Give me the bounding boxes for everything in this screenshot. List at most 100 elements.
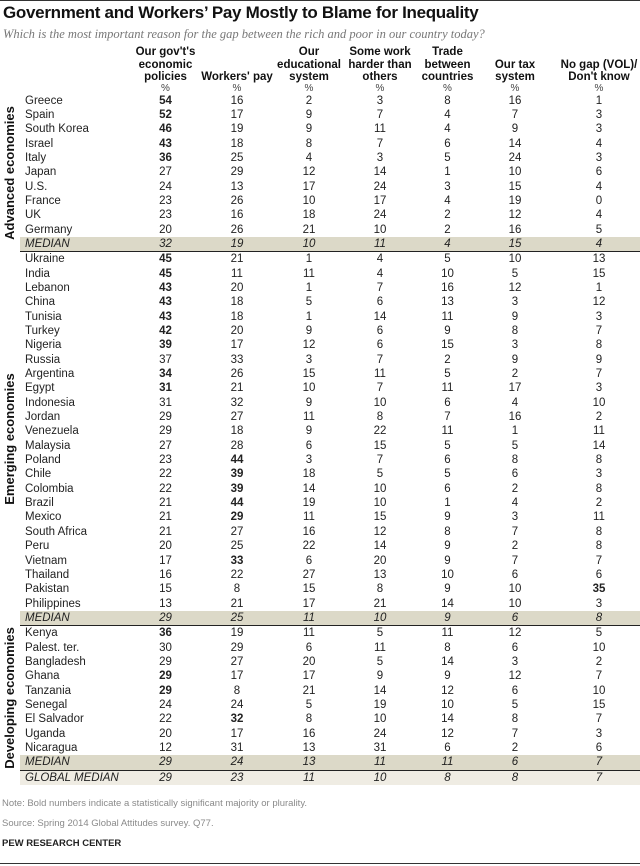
- value-cell: 3: [376, 94, 384, 107]
- median-row: MEDIAN 32 19 10 11 4 15 4: [0, 236, 640, 253]
- value-cell: 15: [441, 339, 454, 352]
- table-row: Nigeria 39 17 12 6 15 3 8: [0, 338, 640, 352]
- value-cell: 14: [441, 713, 454, 726]
- value-cell: 6: [595, 166, 603, 179]
- value-cell: 44: [230, 497, 244, 510]
- value-cell: 24: [373, 180, 387, 193]
- global-median-row: GLOBAL MEDIAN 29 23 11 10 8 8 7: [0, 770, 640, 785]
- value-cell: 22: [159, 468, 172, 481]
- value-cell: 6: [444, 741, 451, 754]
- value-cell: 27: [159, 439, 172, 452]
- value-cell: 32: [230, 713, 244, 726]
- table-row: Japan 27 29 12 14 1 10 6: [0, 165, 640, 179]
- table-row: Egypt 31 21 10 7 11 17 3: [0, 381, 640, 395]
- value-cell: 18: [230, 296, 244, 309]
- value-cell: 5: [444, 468, 451, 481]
- value-cell: 6: [305, 641, 313, 654]
- country-name: Indonesia: [25, 396, 75, 409]
- country-name: Turkey: [25, 325, 60, 337]
- value-cell: 16: [441, 281, 454, 294]
- median-value: 4: [415, 236, 480, 253]
- country-name: Peru: [25, 540, 50, 553]
- median-value: 11: [273, 610, 345, 627]
- value-cell: 21: [159, 525, 172, 538]
- table-row: Palest. ter. 30 29 6 11 8 6 10: [0, 641, 640, 655]
- value-cell: 2: [511, 741, 519, 754]
- table-row: Uganda 20 17 16 24 12 7 3: [0, 727, 640, 741]
- value-cell: 7: [376, 137, 384, 150]
- subtitle: Which is the most important reason for t…: [3, 27, 485, 41]
- value-cell: 45: [159, 267, 172, 280]
- value-cell: 24: [230, 698, 244, 711]
- value-cell: 11: [374, 123, 386, 136]
- value-cell: 12: [508, 209, 522, 222]
- value-cell: 6: [305, 554, 313, 567]
- value-cell: 10: [508, 583, 522, 596]
- value-cell: 13: [592, 253, 606, 266]
- top-rule: [0, 0, 640, 1]
- value-cell: 29: [159, 670, 172, 683]
- value-cell: 12: [159, 741, 172, 754]
- note: Note: Bold numbers indicate a statistica…: [2, 798, 308, 809]
- country-name: China: [25, 296, 56, 309]
- value-cell: 43: [159, 296, 172, 309]
- value-cell: 10: [373, 497, 387, 510]
- value-cell: 9: [511, 353, 519, 366]
- value-cell: 4: [511, 396, 519, 409]
- value-cell: 10: [302, 194, 316, 207]
- value-cell: 4: [444, 194, 451, 207]
- value-cell: 36: [159, 627, 172, 640]
- country-name: Thailand: [25, 568, 70, 581]
- value-cell: 11: [441, 627, 454, 640]
- col-header: Trade between countries: [421, 46, 474, 83]
- group-label: Advanced economies: [1, 105, 17, 240]
- value-cell: 16: [508, 94, 522, 107]
- value-cell: 5: [595, 627, 603, 640]
- value-cell: 6: [376, 339, 384, 352]
- value-cell: 15: [592, 267, 606, 280]
- table-row: South Korea 46 19 9 11 4 9 3: [0, 122, 640, 136]
- median-value: 6: [480, 755, 550, 771]
- value-cell: 6: [444, 482, 451, 495]
- value-cell: 24: [373, 727, 387, 740]
- value-cell: 34: [159, 368, 172, 381]
- value-cell: 25: [230, 151, 244, 164]
- value-cell: 13: [302, 741, 316, 754]
- table-row: Peru 20 25 22 14 9 2 8: [0, 539, 640, 553]
- value-cell: 10: [441, 698, 454, 711]
- value-cell: 46: [159, 123, 172, 136]
- value-cell: 17: [302, 597, 316, 610]
- value-cell: 24: [373, 209, 387, 222]
- value-cell: 9: [511, 123, 519, 136]
- global-median-value: 7: [550, 770, 640, 785]
- value-cell: 18: [230, 310, 244, 323]
- value-cell: 16: [159, 568, 172, 581]
- unit-label: %: [594, 82, 604, 94]
- value-cell: 2: [444, 353, 451, 366]
- value-cell: 20: [373, 554, 387, 567]
- table-row: Tanzania 29 8 21 14 12 6 10: [0, 684, 640, 698]
- table-row: Jordan 29 27 11 8 7 16 2: [0, 410, 640, 424]
- value-cell: 23: [159, 209, 172, 222]
- value-cell: 26: [230, 194, 244, 207]
- value-cell: 2: [444, 223, 451, 236]
- table-row: Mexico 21 29 11 15 9 3 11: [0, 510, 640, 524]
- value-cell: 11: [374, 368, 386, 381]
- value-cell: 7: [376, 353, 384, 366]
- country-name: Egypt: [25, 382, 55, 395]
- value-cell: 27: [230, 655, 244, 668]
- value-cell: 11: [441, 425, 454, 438]
- value-cell: 26: [230, 368, 244, 381]
- value-cell: 7: [511, 108, 519, 121]
- value-cell: 19: [230, 123, 244, 136]
- value-cell: 2: [511, 482, 519, 495]
- value-cell: 17: [230, 339, 244, 352]
- value-cell: 2: [444, 209, 451, 222]
- country-name: Malaysia: [25, 439, 71, 452]
- col-header: Our educational system: [277, 46, 341, 83]
- value-cell: 24: [159, 698, 172, 711]
- country-name: Nicaragua: [25, 741, 78, 754]
- value-cell: 12: [302, 166, 316, 179]
- country-name: Ukraine: [25, 253, 65, 266]
- value-cell: 52: [159, 108, 172, 121]
